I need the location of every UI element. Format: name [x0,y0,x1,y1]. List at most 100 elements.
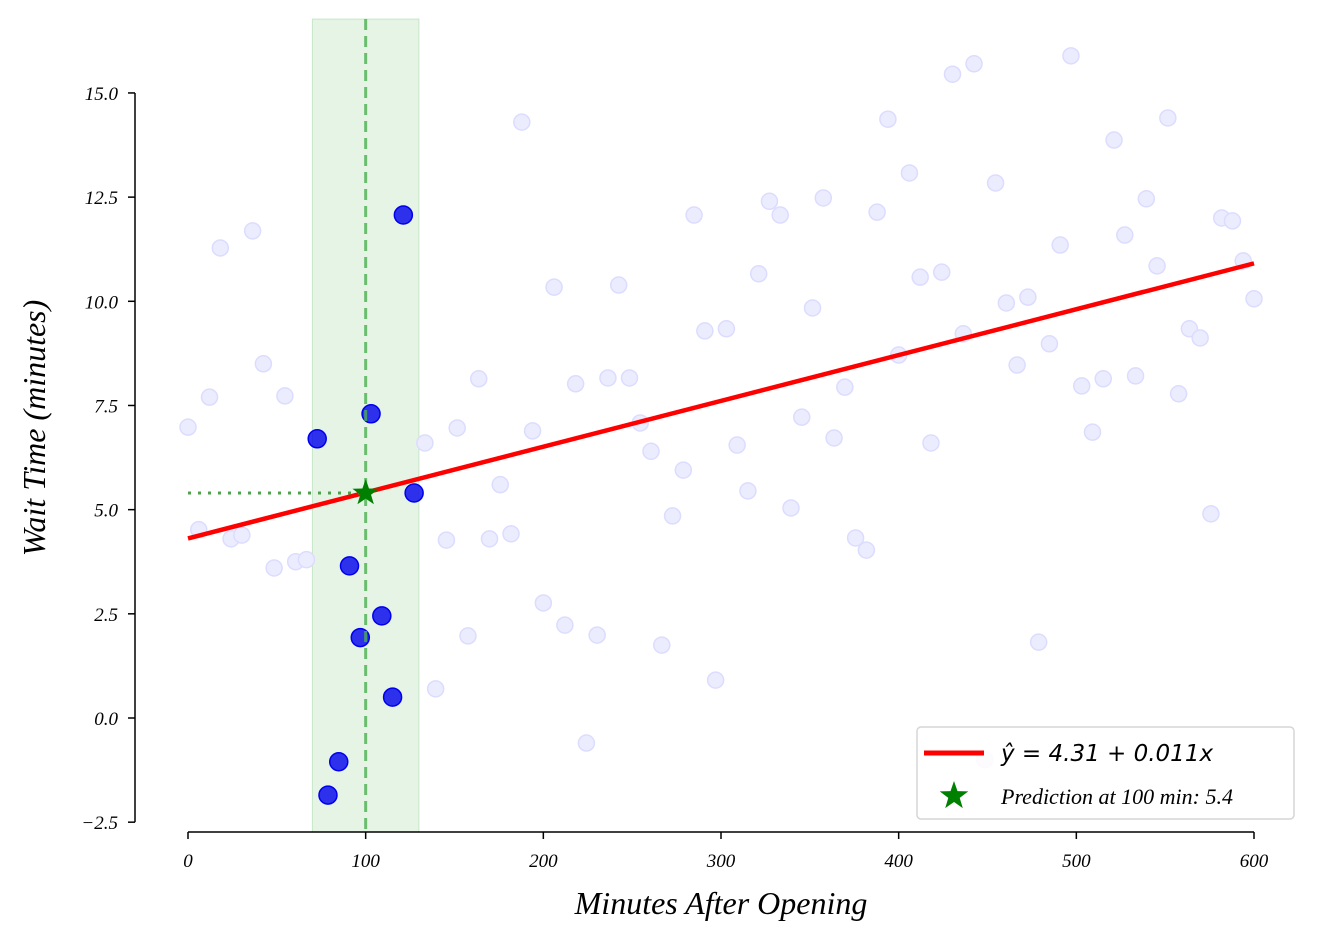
highlighted-point [339,556,360,576]
data-point [577,734,596,752]
legend-box [916,726,1295,820]
data-point [674,461,693,479]
data-point [760,192,779,211]
y-tick-label: 15.0 [85,84,119,105]
data-point [653,636,671,654]
x-tick-label: 600 [1240,851,1269,872]
data-point [523,422,542,440]
data-point [1169,385,1188,403]
data-point [200,388,219,406]
data-point [879,110,897,128]
data-point [620,369,639,387]
data-point [599,369,617,387]
data-point [943,65,962,83]
data-point [1062,47,1080,65]
data-point [1094,370,1113,388]
data-point [566,375,585,393]
data-point [502,525,520,543]
legend-prediction-label: Prediction at 100 min: 5.4 [1000,784,1233,809]
data-point [1008,356,1026,374]
data-point [469,370,488,388]
data-point [868,203,886,221]
y-tick-label: 2.5 [94,605,118,626]
data-point [696,322,714,340]
data-point [728,436,746,454]
highlighted-point [382,687,403,707]
data-point [793,408,811,426]
data-point [1105,131,1123,149]
y-tick-label: 10.0 [85,292,119,313]
data-point [254,355,273,373]
x-tick-label: 200 [529,851,558,872]
x-tick-label: 100 [351,851,380,872]
y-tick-label: −2.5 [81,813,118,834]
data-point [1116,226,1134,244]
y-axis-label: Wait Time (minutes) [16,300,52,557]
data-point [685,206,703,224]
data-point [663,507,682,525]
data-point [1083,423,1102,441]
x-tick-label: 400 [884,851,913,872]
prediction-star-icon [352,479,379,505]
data-point [276,387,294,405]
data-point [1202,505,1220,523]
data-point [513,113,531,131]
data-point [297,550,316,569]
legend: ŷ = 4.31 + 0.011x Prediction at 100 min:… [916,726,1295,820]
y-tick-label: 5.0 [94,501,118,522]
x-tick-label: 0 [183,851,193,872]
y-tick-label: 0.0 [94,709,118,730]
data-point [437,531,456,549]
data-point [545,278,563,296]
data-point [814,189,833,207]
data-point [480,530,499,548]
data-point [588,626,606,644]
data-point [717,320,736,338]
highlighted-points [307,205,424,805]
data-point [932,263,951,281]
data-point [243,222,262,240]
highlighted-point [328,752,349,772]
data-point [997,294,1016,312]
data-point [179,418,197,436]
data-point [211,239,230,257]
highlighted-point [318,785,338,805]
data-point [782,499,800,517]
data-point [1191,329,1209,347]
data-point [749,265,768,283]
data-point [459,627,477,645]
highlighted-point [393,205,414,225]
data-point [1051,236,1069,254]
x-tick-label: 300 [706,851,736,872]
data-point [534,594,553,612]
data-point [233,526,251,544]
data-point [1223,212,1242,230]
data-point [448,419,466,437]
data-point [803,299,822,317]
data-point [1245,290,1263,308]
data-point [491,475,510,494]
data-point [965,55,983,73]
legend-fit-label: ŷ = 4.31 + 0.011x [1000,741,1213,767]
data-point [426,680,445,698]
data-point [1040,335,1059,353]
data-point [922,434,940,452]
data-point [556,616,574,634]
highlighted-point [372,606,392,626]
highlighted-point [307,429,327,449]
data-point [642,442,660,461]
data-point [771,206,789,224]
axes: −2.5 0.0 2.5 5.0 7.5 10.0 12.5 15.0 0 100 200 300 40… [81,84,1268,872]
data-point [706,671,725,689]
data-point [265,559,283,577]
x-axis-label: Minutes After Opening [574,885,868,921]
data-point [1137,190,1156,208]
data-point [825,429,843,447]
data-point [416,434,434,452]
data-point [911,268,929,286]
data-point [1148,257,1166,275]
data-point [1159,109,1177,127]
x-tick-label: 500 [1062,851,1091,872]
data-point [986,174,1005,192]
